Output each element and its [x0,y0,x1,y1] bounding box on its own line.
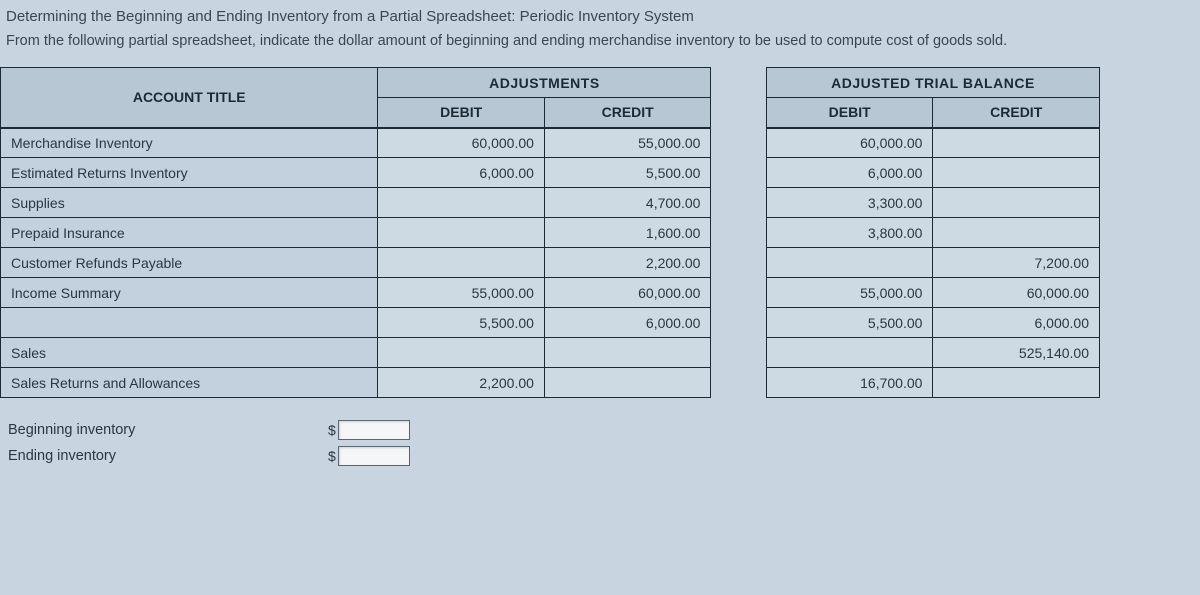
cell-adj-debit: 6,000.00 [378,158,545,188]
cell-adj-credit: 2,200.00 [544,248,711,278]
column-gap [711,368,767,398]
table-row: Estimated Returns Inventory6,000.005,500… [1,158,1100,188]
instructions-text: From the following partial spreadsheet, … [0,29,1200,67]
col-atb-credit: CREDIT [933,98,1100,128]
row-account-label: Prepaid Insurance [1,218,378,248]
row-account-label: Customer Refunds Payable [1,248,378,278]
col-adj-debit: DEBIT [378,98,545,128]
column-gap [711,68,767,128]
cell-adj-debit [378,188,545,218]
row-account-label: Income Summary [1,278,378,308]
cell-atb-credit: 60,000.00 [933,278,1100,308]
table-row: Supplies 4,700.00 3,300.00 [1,188,1100,218]
row-account-label: Sales [1,338,378,368]
beginning-inventory-label: Beginning inventory [8,422,328,438]
cell-atb-credit [933,218,1100,248]
table-row: 5,500.006,000.005,500.006,000.00 [1,308,1100,338]
spreadsheet-table: ACCOUNT TITLE ADJUSTMENTS ADJUSTED TRIAL… [0,67,1100,398]
beginning-inventory-row: Beginning inventory $ [8,420,1200,440]
cell-atb-credit [933,188,1100,218]
column-gap [711,248,767,278]
cell-adj-credit: 1,600.00 [544,218,711,248]
cell-atb-credit: 6,000.00 [933,308,1100,338]
cell-atb-debit: 55,000.00 [766,278,933,308]
cell-atb-debit: 6,000.00 [766,158,933,188]
cell-adj-debit: 2,200.00 [378,368,545,398]
table-row: Income Summary55,000.0060,000.0055,000.0… [1,278,1100,308]
cell-atb-debit: 3,300.00 [766,188,933,218]
col-atb-debit: DEBIT [766,98,933,128]
cell-atb-debit: 60,000.00 [766,128,933,158]
cell-adj-debit [378,218,545,248]
cell-atb-credit [933,158,1100,188]
cell-atb-debit [766,248,933,278]
cell-atb-credit: 7,200.00 [933,248,1100,278]
cell-atb-debit: 5,500.00 [766,308,933,338]
cell-adj-credit: 55,000.00 [544,128,711,158]
cell-adj-credit: 60,000.00 [544,278,711,308]
cell-atb-credit [933,368,1100,398]
beginning-inventory-input[interactable] [338,420,410,440]
ending-inventory-label: Ending inventory [8,448,328,464]
cell-adj-debit [378,248,545,278]
column-gap [711,308,767,338]
row-account-label: Sales Returns and Allowances [1,368,378,398]
answer-block: Beginning inventory $ Ending inventory $ [8,420,1200,466]
column-gap [711,188,767,218]
ending-inventory-input[interactable] [338,446,410,466]
cell-atb-debit: 3,800.00 [766,218,933,248]
col-account-title: ACCOUNT TITLE [1,68,378,128]
cell-adj-credit [544,368,711,398]
row-account-label [1,308,378,338]
dollar-sign: $ [328,422,336,438]
cell-atb-debit [766,338,933,368]
cell-adj-credit: 6,000.00 [544,308,711,338]
row-account-label: Supplies [1,188,378,218]
ending-inventory-row: Ending inventory $ [8,446,1200,466]
cell-adj-debit: 5,500.00 [378,308,545,338]
cell-adj-credit: 5,500.00 [544,158,711,188]
table-row: Prepaid Insurance 1,600.00 3,800.00 [1,218,1100,248]
column-gap [711,128,767,158]
col-group-adjusted-trial-balance: ADJUSTED TRIAL BALANCE [766,68,1099,98]
column-gap [711,158,767,188]
cell-adj-debit: 55,000.00 [378,278,545,308]
table-row: Sales 525,140.00 [1,338,1100,368]
cell-adj-credit [544,338,711,368]
cell-atb-credit: 525,140.00 [933,338,1100,368]
cell-atb-debit: 16,700.00 [766,368,933,398]
row-account-label: Estimated Returns Inventory [1,158,378,188]
col-adj-credit: CREDIT [544,98,711,128]
column-gap [711,338,767,368]
table-row: Customer Refunds Payable 2,200.00 7,200.00 [1,248,1100,278]
cell-adj-credit: 4,700.00 [544,188,711,218]
cell-adj-debit: 60,000.00 [378,128,545,158]
page-title: Determining the Beginning and Ending Inv… [0,0,1200,29]
column-gap [711,218,767,248]
table-row: Sales Returns and Allowances2,200.00 16,7… [1,368,1100,398]
dollar-sign: $ [328,448,336,464]
table-row: Merchandise Inventory60,000.0055,000.006… [1,128,1100,158]
col-group-adjustments: ADJUSTMENTS [378,68,711,98]
cell-atb-credit [933,128,1100,158]
row-account-label: Merchandise Inventory [1,128,378,158]
column-gap [711,278,767,308]
cell-adj-debit [378,338,545,368]
